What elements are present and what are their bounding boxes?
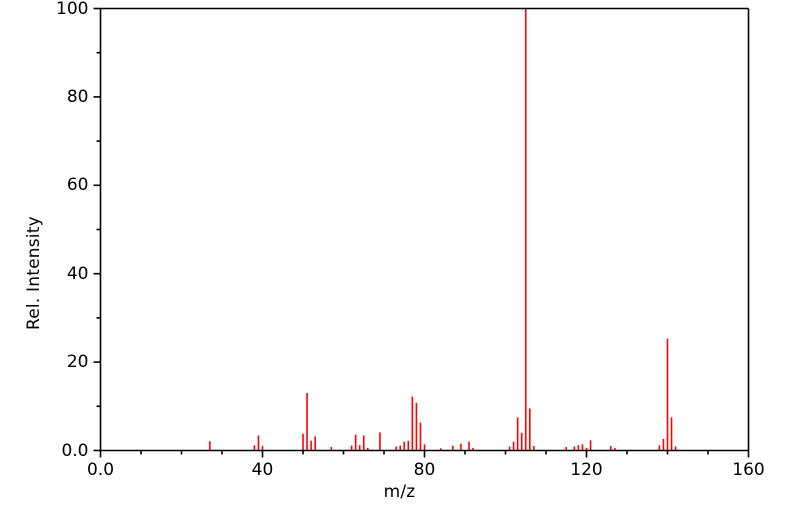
y-tick-label: 0.0 — [61, 440, 89, 461]
x-tick-label: 80 — [413, 460, 436, 480]
y-tick-label: 20 — [66, 352, 89, 373]
y-tick-label: 100 — [56, 0, 89, 19]
x-tick-label: 40 — [251, 460, 274, 480]
y-tick-label: 40 — [66, 263, 89, 284]
y-axis-title: Rel. Intensity — [24, 216, 44, 330]
x-tick-label: 120 — [570, 460, 603, 480]
x-tick-label: 0.0 — [86, 460, 115, 480]
spectrum-bars — [209, 8, 677, 451]
x-tick-label: 160 — [732, 460, 765, 480]
y-tick-label: 60 — [66, 175, 89, 196]
x-axis-title: m/z — [383, 482, 416, 502]
plot-axes — [93, 7, 750, 458]
y-tick-label: 80 — [66, 86, 89, 107]
